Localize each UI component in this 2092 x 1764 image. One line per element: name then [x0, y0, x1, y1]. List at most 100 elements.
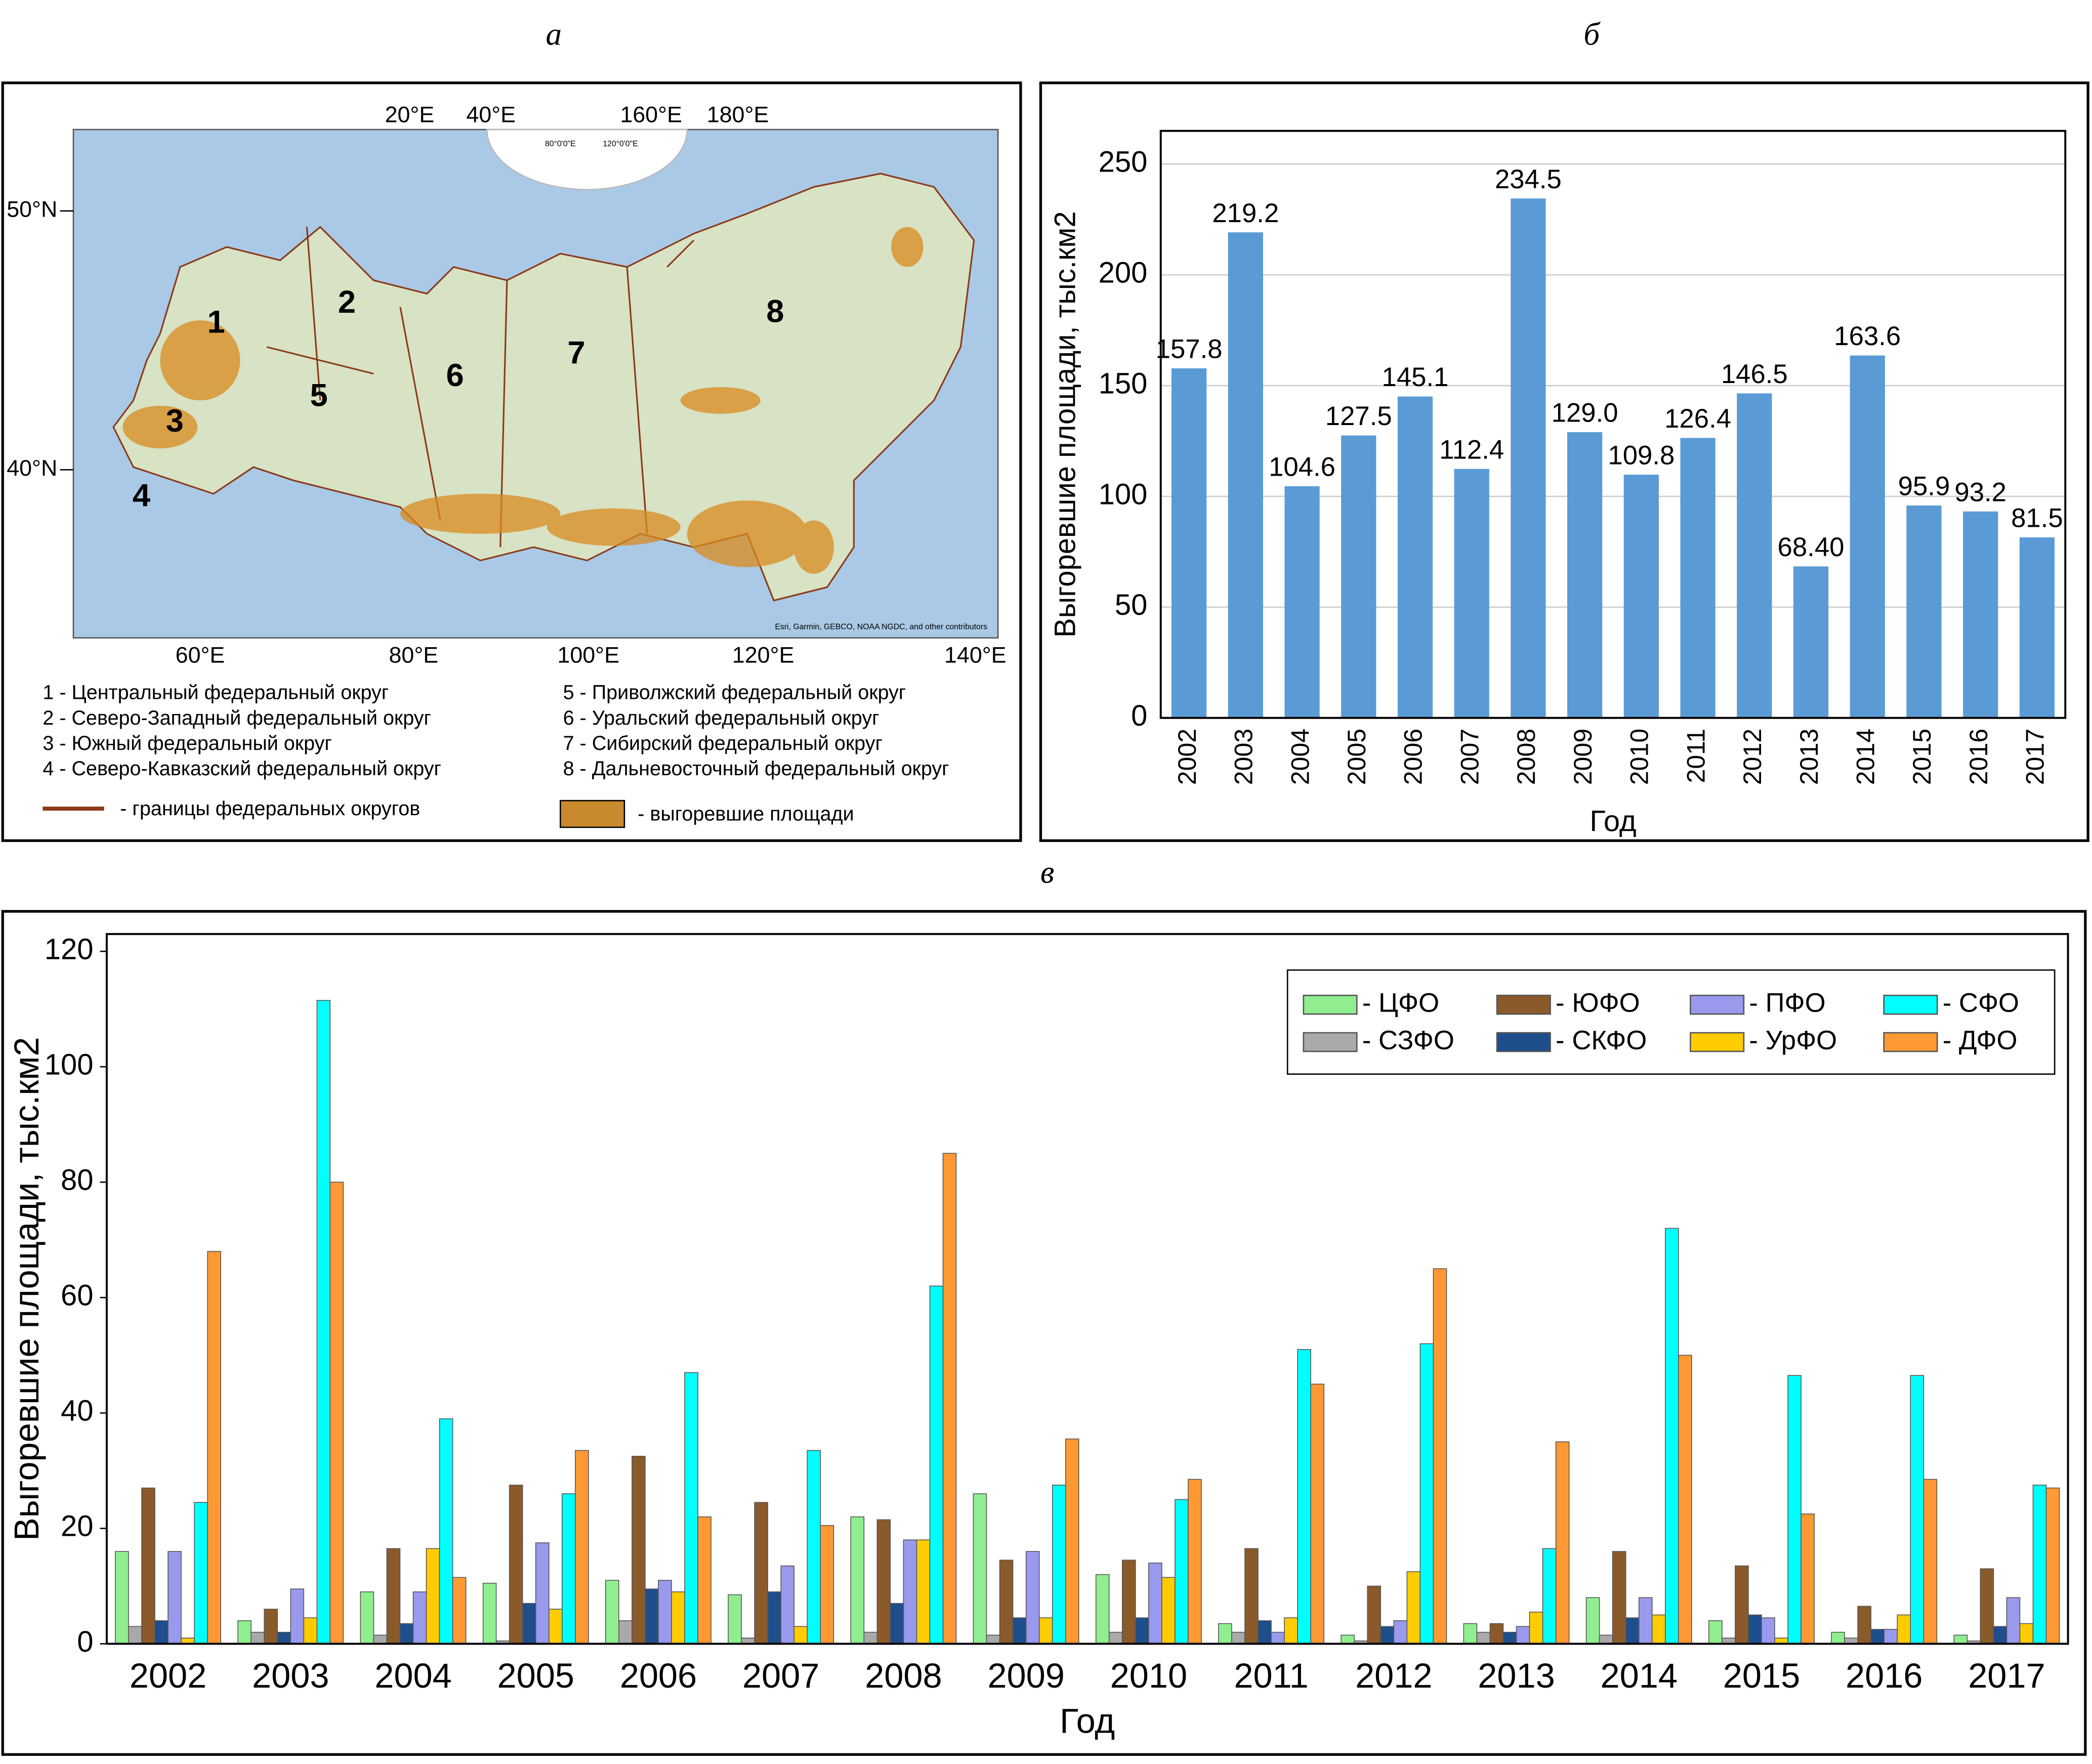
bar	[1108, 1631, 1123, 1645]
bar	[1284, 486, 1320, 718]
bar	[890, 1603, 904, 1645]
y-tick-label: 60	[61, 1279, 94, 1312]
value-label: 68.40	[1778, 532, 1845, 562]
x-tick-label: 2013	[1795, 729, 1823, 785]
attribution: Esri, Garmin, GEBCO, NOAA NGDC, and othe…	[775, 623, 987, 632]
y-tick-label: 200	[1099, 257, 1148, 289]
bar	[426, 1548, 440, 1645]
bar	[1148, 1562, 1162, 1645]
bar	[1310, 1383, 1325, 1645]
bar	[237, 1620, 252, 1645]
value-label: 109.8	[1608, 441, 1675, 471]
bar	[2032, 1485, 2047, 1645]
inset-labels: 80°0'0"E	[545, 140, 576, 148]
bottom-longitudes: 80°E	[389, 642, 438, 667]
latitudes: 50°N	[7, 197, 57, 222]
bar	[1665, 1228, 1679, 1645]
bar	[1161, 1577, 1176, 1645]
plot-frame	[105, 933, 2069, 1645]
x-axis-label: Год	[1060, 1702, 1115, 1741]
bar	[1599, 1634, 1613, 1645]
region-numbers: 6	[446, 358, 464, 393]
value-label: 104.6	[1269, 452, 1335, 482]
value-label: 157.8	[1156, 334, 1223, 364]
bottom-longitudes: 100°E	[557, 642, 619, 667]
bar	[1121, 1560, 1136, 1645]
bar	[618, 1620, 633, 1645]
bar	[1406, 1571, 1421, 1645]
x-tick-label: 2007	[742, 1656, 819, 1695]
bar	[1038, 1617, 1053, 1645]
legend-label: - СФО	[1943, 988, 2019, 1018]
y-tick-label: 40	[61, 1395, 94, 1427]
bar	[1678, 1355, 1692, 1645]
bar	[1980, 1568, 1994, 1645]
inset-labels: 120°0'0"E	[603, 140, 638, 148]
bar	[1612, 1551, 1626, 1645]
region-numbers: 8	[766, 294, 784, 329]
boundaries	[266, 227, 695, 548]
bar	[1680, 438, 1716, 718]
bar	[168, 1551, 182, 1645]
bar	[1923, 1479, 1938, 1645]
bar	[575, 1450, 589, 1645]
legend-label: - ЮФО	[1556, 988, 1640, 1018]
bar	[1454, 469, 1489, 718]
map	[43, 129, 999, 828]
y-tick-label: 0	[77, 1625, 93, 1658]
region-legend: 2 - Северо-Западный федеральный округ	[43, 707, 431, 729]
x-tick-label: 2003	[252, 1656, 329, 1695]
bar	[999, 1560, 1014, 1645]
bar	[194, 1502, 208, 1645]
value-label: 95.9	[1898, 472, 1950, 501]
bar	[1542, 1548, 1557, 1645]
x-tick-label: 2016	[1846, 1656, 1922, 1695]
bottom-longitudes: 60°E	[176, 642, 225, 667]
region-legend: 8 - Дальневосточный федеральный округ	[563, 758, 949, 780]
value-label: 126.4	[1664, 404, 1731, 434]
legend-box	[1286, 969, 2056, 1075]
y-axis-label: Выгоревшие площади, тыс.км2	[1049, 211, 1082, 638]
x-tick-label: 2017	[2021, 729, 2049, 785]
inset-globe	[486, 129, 688, 190]
landmass	[112, 173, 975, 602]
bar	[1651, 1614, 1666, 1645]
bar	[645, 1588, 659, 1645]
region-numbers: 5	[310, 378, 328, 413]
bar	[1897, 1614, 1911, 1645]
bar	[1175, 1499, 1189, 1645]
x-axis-label: Год	[1589, 805, 1636, 837]
value-label: 93.2	[1954, 477, 2006, 507]
region-legend: 7 - Сибирский федеральный округ	[563, 732, 883, 754]
x-tick-label: 2015	[1908, 729, 1936, 785]
bar	[316, 1000, 331, 1645]
bar	[1228, 232, 1263, 718]
bar	[1476, 1631, 1491, 1645]
x-tick-label: 2009	[1569, 729, 1597, 785]
x-tick-label: 2006	[1399, 729, 1428, 785]
bar	[329, 1182, 344, 1645]
legend-swatch	[1303, 1032, 1358, 1053]
bar	[1708, 1620, 1723, 1645]
bar	[1623, 475, 1659, 718]
bar	[1284, 1617, 1298, 1645]
bar	[399, 1623, 414, 1645]
bar	[1567, 432, 1603, 718]
bar	[360, 1591, 374, 1645]
bar	[1271, 1631, 1285, 1645]
bar	[697, 1516, 712, 1645]
bar	[128, 1626, 142, 1645]
bar	[141, 1487, 155, 1645]
bar	[1489, 1623, 1504, 1645]
chart-frame	[1039, 81, 2089, 842]
bar	[1380, 1626, 1395, 1645]
bar	[2006, 1597, 2021, 1645]
legend-label: - СКФО	[1556, 1025, 1647, 1055]
bar	[1850, 355, 1885, 718]
bar	[1297, 1349, 1311, 1645]
bar	[1433, 1268, 1447, 1645]
bar	[1857, 1606, 1871, 1645]
bar	[373, 1634, 388, 1645]
value-label: 163.6	[1834, 321, 1901, 351]
